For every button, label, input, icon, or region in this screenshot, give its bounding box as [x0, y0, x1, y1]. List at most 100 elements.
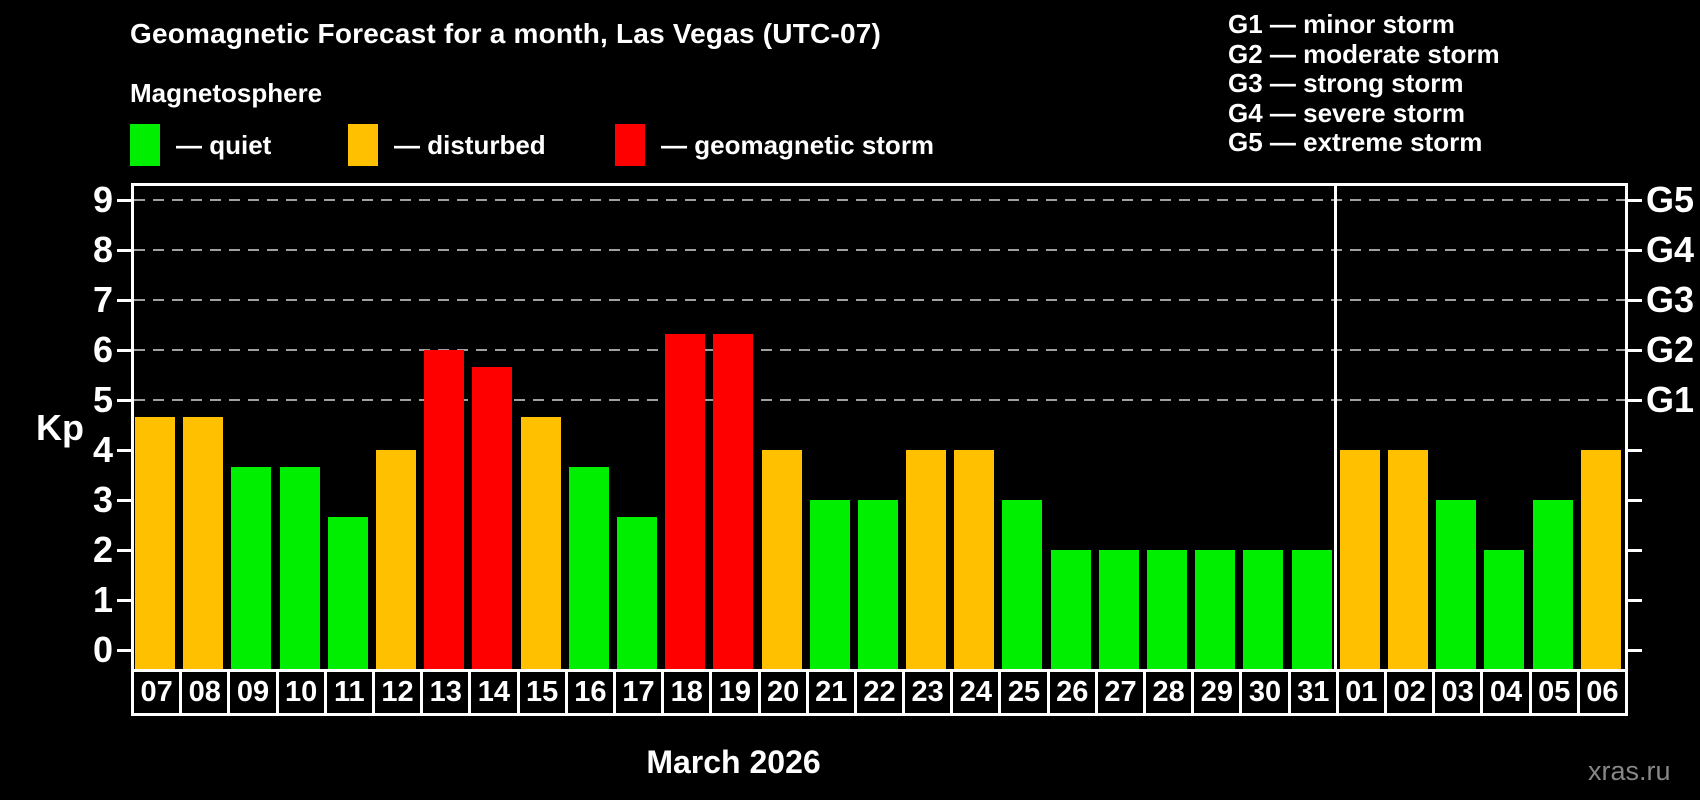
y-tick-left-9	[117, 198, 131, 202]
bar-day-10	[279, 466, 320, 669]
legend-label-quiet: — quiet	[176, 129, 272, 160]
y-tick-right-3	[1628, 498, 1642, 502]
bar-day-29	[1195, 550, 1236, 669]
g-axis-label-G3: G3	[1646, 279, 1695, 320]
gridline-kp5	[134, 399, 1625, 401]
g-scale-line-3: G3 — strong storm	[1228, 68, 1464, 98]
g-axis-label-G4: G4	[1646, 229, 1695, 270]
bar-day-01	[1339, 450, 1380, 669]
y-tick-left-6	[117, 348, 131, 352]
plot-border-left	[131, 183, 134, 669]
y-tick-label-4: 4	[92, 429, 113, 470]
day-label-19: 19	[709, 669, 761, 716]
bar-day-27	[1098, 550, 1139, 669]
bar-day-06	[1580, 450, 1621, 669]
bar-day-26	[1050, 550, 1091, 669]
y-tick-right-5	[1628, 398, 1642, 402]
day-label-27: 27	[1094, 669, 1147, 716]
y-tick-label-2: 2	[92, 529, 113, 570]
y-tick-right-2	[1628, 548, 1642, 552]
y-tick-label-5: 5	[92, 379, 113, 420]
bar-day-02	[1388, 450, 1429, 669]
plot-border-top	[131, 183, 1628, 186]
bar-day-09	[231, 466, 272, 669]
gridline-kp8	[134, 249, 1625, 251]
legend-swatch-quiet	[130, 124, 160, 166]
y-tick-label-1: 1	[92, 579, 113, 620]
day-label-23: 23	[902, 669, 954, 716]
watermark: xras.ru	[1588, 756, 1671, 786]
day-label-13: 13	[420, 669, 472, 716]
y-axis-title: Kp	[36, 407, 84, 448]
bar-day-07	[135, 416, 175, 669]
g-axis-label-G5: G5	[1646, 179, 1695, 220]
bar-day-14	[472, 366, 513, 669]
g-scale-legend: G1 — minor storm G2 — moderate storm G3 — …	[1228, 9, 1500, 158]
day-label-26: 26	[1046, 669, 1098, 716]
bar-day-24	[954, 450, 995, 669]
g-scale-line-1: G1 — minor storm	[1228, 9, 1455, 39]
y-tick-left-0	[117, 648, 131, 652]
bar-day-30	[1243, 550, 1284, 669]
y-tick-left-5	[117, 398, 131, 402]
day-label-30: 30	[1239, 669, 1291, 716]
day-label-29: 29	[1191, 669, 1243, 716]
y-tick-right-0	[1628, 648, 1642, 652]
y-tick-right-6	[1628, 348, 1642, 352]
bar-day-03	[1436, 500, 1477, 669]
g-axis-label-G2: G2	[1646, 329, 1695, 370]
day-label-14: 14	[468, 669, 520, 716]
day-label-17: 17	[612, 669, 665, 716]
day-label-11: 11	[323, 669, 375, 716]
x-axis-title: March 2026	[646, 744, 821, 780]
y-tick-left-3	[117, 498, 131, 502]
bar-day-17	[616, 516, 657, 669]
day-label-20: 20	[757, 669, 809, 716]
gridline-kp6	[134, 349, 1625, 351]
day-label-15: 15	[516, 669, 568, 716]
bar-day-19	[713, 333, 754, 669]
bar-day-25	[1002, 500, 1043, 669]
day-label-04: 04	[1480, 669, 1532, 716]
legend-item-quiet: — quiet	[130, 124, 271, 166]
y-tick-right-8	[1628, 248, 1642, 252]
day-label-06: 06	[1576, 669, 1628, 716]
bar-day-22	[857, 500, 898, 669]
day-label-21: 21	[805, 669, 857, 716]
y-tick-left-7	[117, 298, 131, 302]
month-divider	[1334, 186, 1338, 669]
bar-day-18	[665, 333, 706, 669]
y-tick-label-3: 3	[92, 479, 113, 520]
bar-day-16	[568, 466, 609, 669]
bar-day-15	[520, 416, 561, 669]
g-scale-line-2: G2 — moderate storm	[1228, 38, 1500, 69]
page-title: Geomagnetic Forecast for a month, Las Ve…	[130, 18, 882, 49]
bar-day-28	[1147, 550, 1188, 669]
day-label-07: 07	[131, 669, 183, 716]
y-tick-label-6: 6	[92, 329, 113, 370]
bar-day-13	[424, 350, 465, 669]
bar-day-08	[183, 416, 224, 669]
y-tick-right-1	[1628, 598, 1642, 602]
y-tick-left-4	[117, 448, 131, 452]
g-axis-label-G1: G1	[1646, 379, 1695, 420]
bar-day-31	[1291, 550, 1332, 669]
legend-swatch-storm	[615, 124, 645, 166]
day-label-12: 12	[371, 669, 424, 716]
day-label-24: 24	[950, 669, 1002, 716]
legend-swatch-disturbed	[348, 124, 378, 166]
day-label-16: 16	[564, 669, 616, 716]
day-label-28: 28	[1143, 669, 1195, 716]
plot-border-right	[1625, 183, 1628, 669]
bar-day-12	[375, 450, 416, 669]
legend-item-disturbed: — disturbed	[348, 124, 546, 166]
y-tick-right-9	[1628, 198, 1642, 202]
gridline-kp7	[134, 299, 1625, 301]
day-label-22: 22	[853, 669, 906, 716]
y-tick-right-4	[1628, 448, 1642, 452]
day-label-05: 05	[1528, 669, 1580, 716]
bar-day-05	[1532, 500, 1573, 669]
g-scale-line-4: G4 — severe storm	[1228, 97, 1466, 128]
y-tick-left-2	[117, 548, 131, 552]
